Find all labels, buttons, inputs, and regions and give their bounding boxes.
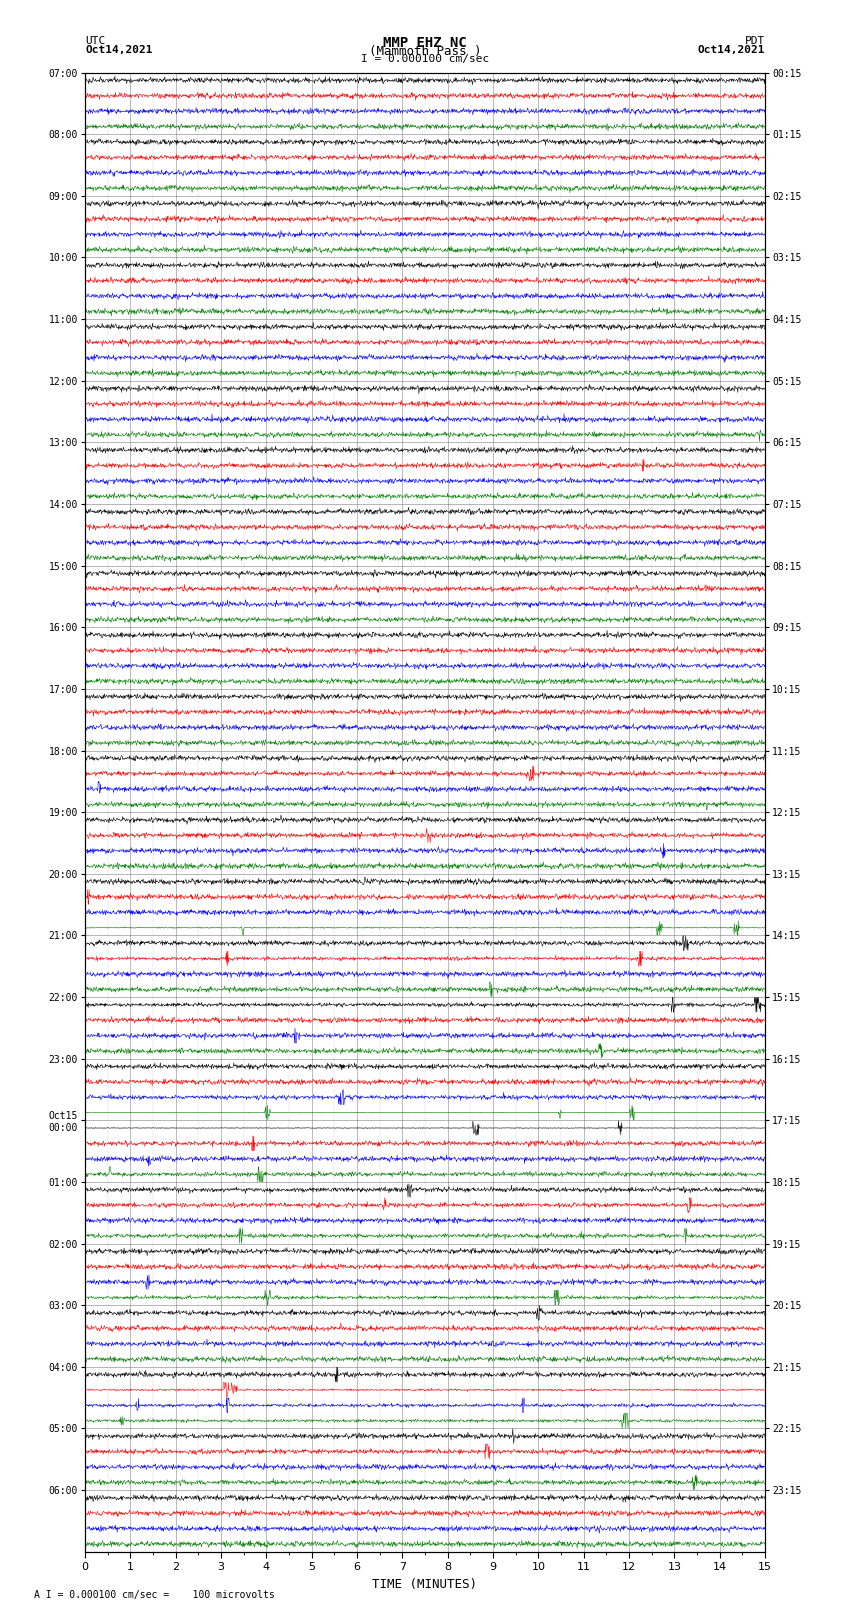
X-axis label: TIME (MINUTES): TIME (MINUTES) — [372, 1578, 478, 1590]
Text: I = 0.000100 cm/sec: I = 0.000100 cm/sec — [361, 53, 489, 65]
Text: (Mammoth Pass ): (Mammoth Pass ) — [369, 45, 481, 58]
Text: MMP EHZ NC: MMP EHZ NC — [383, 37, 467, 50]
Text: Oct14,2021: Oct14,2021 — [85, 45, 152, 55]
Text: A I = 0.000100 cm/sec =    100 microvolts: A I = 0.000100 cm/sec = 100 microvolts — [34, 1590, 275, 1600]
Text: Oct14,2021: Oct14,2021 — [698, 45, 765, 55]
Text: UTC: UTC — [85, 37, 105, 47]
Text: PDT: PDT — [745, 37, 765, 47]
